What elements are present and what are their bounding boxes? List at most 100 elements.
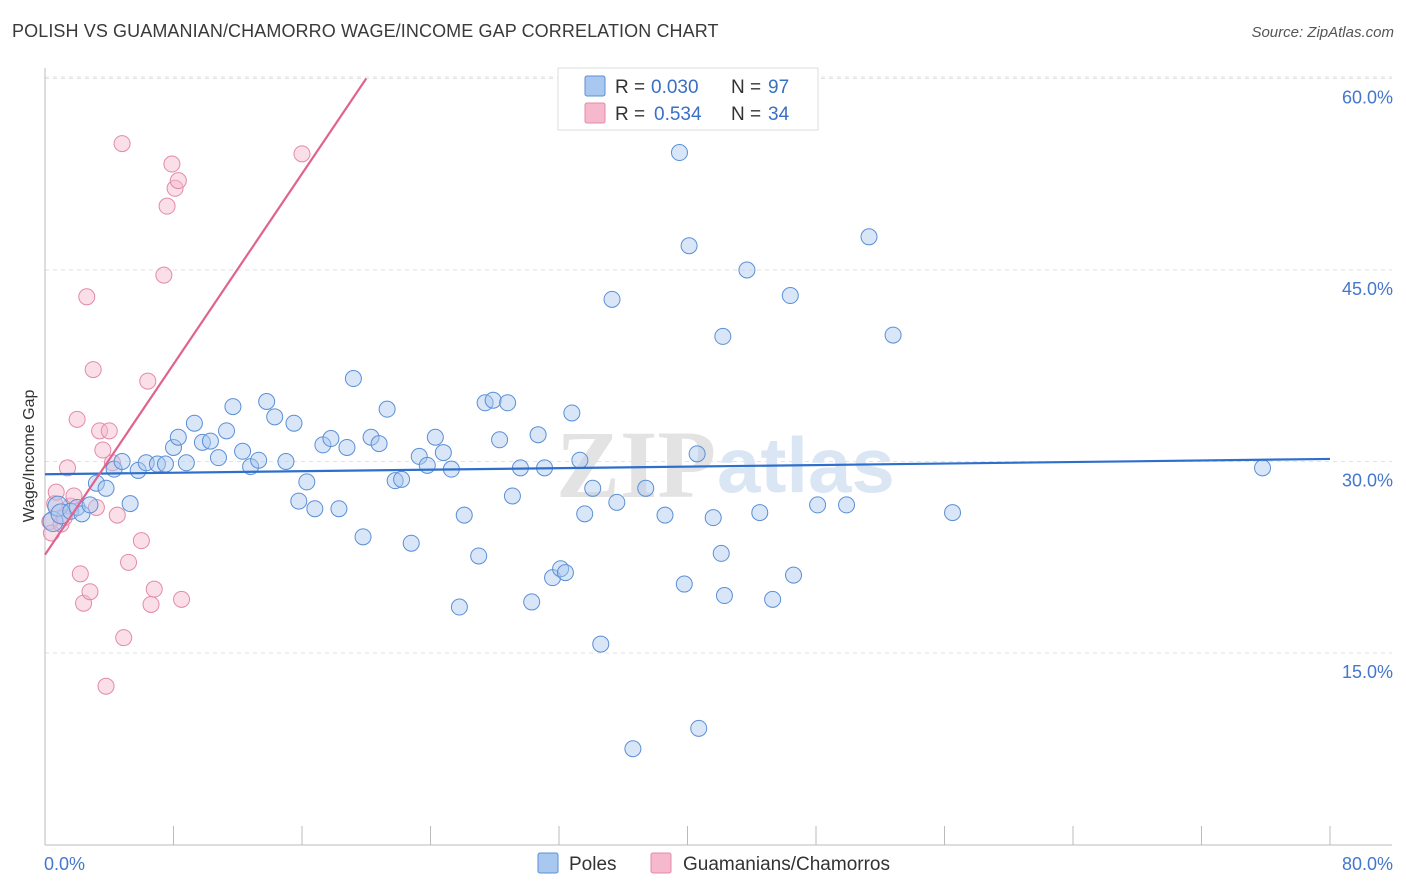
bottom-legend-label-poles: Poles [569,854,617,875]
poles-point [603,290,621,308]
poles-point [266,408,284,426]
guamanian-point [78,288,96,306]
guamanian-point [100,422,118,440]
poles-point [185,414,203,432]
poles-point [484,391,502,409]
guamanian-trend-line [44,77,368,556]
poles-point [785,566,803,584]
poles-point [209,449,227,467]
guamanian-point [145,580,163,598]
poles-point [675,575,693,593]
y-tick-label: 60.0% [1342,88,1393,108]
guamanian-point [108,506,126,524]
guamanian-point [132,532,150,550]
poles-point [177,454,195,472]
guamanian-point [293,145,311,163]
poles-point [809,496,827,514]
poles-point [751,504,769,522]
legend-r-label-0: R = [615,77,645,98]
poles-point [884,326,902,344]
poles-point [113,453,131,470]
poles-point [426,428,444,446]
chart-title: POLISH VS GUAMANIAN/CHAMORRO WAGE/INCOME… [12,21,719,41]
y-tick-label: 45.0% [1342,279,1393,299]
poles-point [156,455,174,473]
poles-point [624,740,642,758]
poles-point [470,547,488,565]
legend-swatch-guamanian [584,102,606,124]
poles-point [838,496,856,514]
poles-point [121,495,139,513]
poles-point [556,564,574,582]
poles-point [688,445,706,463]
poles-point [298,473,316,491]
poles-point [503,487,521,505]
guamanian-point [120,553,138,571]
legend-n-label-0: N = [731,77,761,98]
poles-point [330,500,348,518]
poles-point [370,435,388,453]
poles-point [491,431,509,449]
poles-point [576,505,594,523]
chart-source: Source: ZipAtlas.com [1251,24,1394,41]
poles-point [87,474,105,492]
guamanian-point [155,266,173,284]
poles-point [386,472,404,490]
poles-point [455,506,473,524]
poles-point [764,590,782,608]
poles-point [738,261,756,279]
poles-point [1254,459,1272,477]
poles-point [781,287,799,305]
legend-r-value-1: 0.534 [654,104,702,125]
poles-point [378,400,396,418]
poles-point [169,428,187,446]
poles-point [224,398,242,416]
poles-point [338,438,356,456]
poles-point [285,414,303,432]
guamanian-point [173,590,191,608]
legend-r-value-0: 0.030 [651,77,699,98]
guamanian-point [97,677,115,695]
poles-point [418,456,436,474]
axes: 15.0% 30.0% 45.0% 60.0% 0.0% 80.0% [44,68,1393,874]
guamanian-point [84,361,102,379]
poles-point [306,500,324,518]
poles-point [165,438,182,456]
poles-point [714,327,732,345]
legend-r-label-1: R = [615,104,645,125]
poles-point [656,506,674,524]
legend-n-value-1: 34 [768,104,790,125]
guamanian-point [81,583,99,601]
guamanian-point [169,172,187,190]
poles-point [944,504,962,522]
poles-point [434,444,452,462]
poles-point [571,451,589,469]
poles-point [704,509,722,527]
poles-point [218,422,236,440]
poles-point [499,394,517,412]
poles-point [637,479,655,497]
bottom-legend-swatch-poles [537,852,559,874]
guamanian-point [94,441,112,459]
poles-point [290,492,308,510]
poles-point [258,392,276,410]
trend-lines [44,77,1331,556]
poles-point [201,432,219,450]
poles-point [584,479,602,497]
poles-point [608,493,626,511]
poles-trend-line [44,457,1331,476]
poles-point [563,404,581,422]
top-legend: R = 0.030 N = 97 R = 0.534 N = 34 [557,67,819,131]
poles-point [322,430,340,448]
guamanian-point [115,629,133,647]
bottom-legend-label-guamanian: Guamanians/Chamorros [683,854,890,875]
legend-n-value-0: 97 [768,77,789,98]
bottom-legend: Poles Guamanians/Chamorros [537,852,890,875]
poles-point [234,442,252,460]
poles-point [712,544,730,562]
poles-point [523,593,541,611]
legend-n-label-1: N = [731,104,761,125]
guamanian-point [142,595,160,613]
y-tick-label: 30.0% [1342,471,1393,491]
